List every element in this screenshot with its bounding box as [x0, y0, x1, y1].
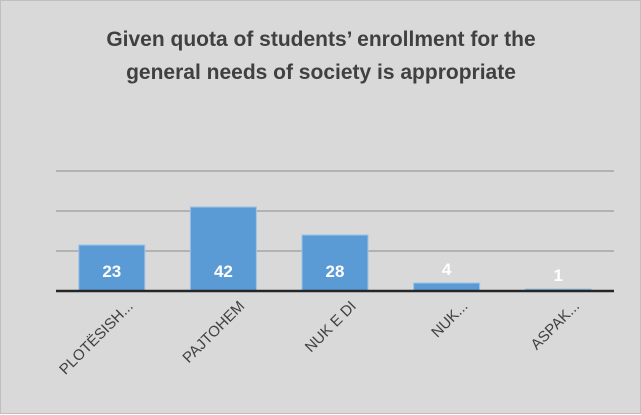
- x-tick-label-4: NUK...: [428, 298, 471, 341]
- data-label-5: 1: [553, 266, 562, 285]
- data-label-1: 23: [102, 262, 121, 281]
- x-tick-label-3: NUK E DI: [302, 298, 360, 356]
- bar-3: [301, 234, 369, 292]
- data-label-2: 42: [214, 262, 233, 281]
- x-tick-label-1: PLOTËSISH...: [56, 298, 136, 378]
- chart-title: Given quota of students’ enrollment for …: [106, 28, 536, 84]
- bar-2: [189, 206, 257, 292]
- bar-1: [78, 244, 146, 292]
- x-tick-label-2: PAJTOHEM: [179, 298, 248, 367]
- x-tick-label-5: ASPAK...: [528, 298, 583, 353]
- data-label-3: 28: [326, 262, 345, 281]
- data-label-4: 4: [442, 260, 452, 279]
